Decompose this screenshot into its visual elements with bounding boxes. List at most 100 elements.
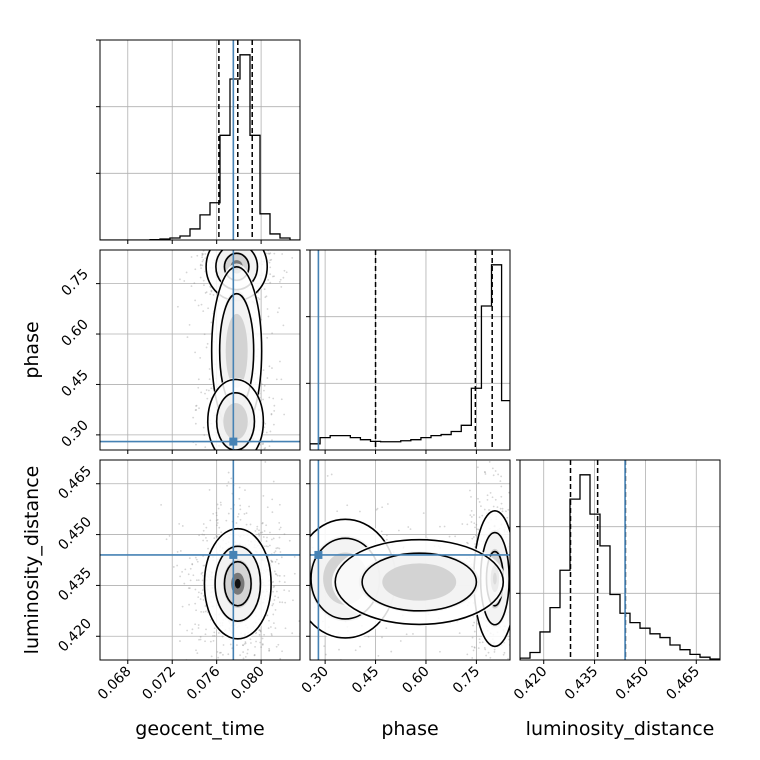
sample-point	[284, 627, 287, 630]
sample-point	[280, 286, 283, 288]
sample-point	[454, 535, 457, 538]
sample-point	[222, 222, 224, 224]
sample-point	[199, 638, 202, 641]
sample-point	[222, 245, 224, 247]
sample-point	[505, 510, 507, 513]
sample-point	[511, 575, 513, 577]
sample-point	[264, 461, 267, 463]
sample-point	[191, 632, 193, 635]
sample-point	[243, 232, 245, 234]
sample-point	[512, 602, 514, 604]
sample-point	[231, 241, 233, 243]
sample-point	[266, 614, 269, 617]
sample-point	[194, 602, 197, 605]
sample-point	[168, 535, 171, 537]
sample-point	[273, 570, 276, 573]
sample-point	[229, 461, 231, 463]
sample-point	[183, 280, 186, 282]
sample-point	[488, 461, 491, 463]
x-axis-label-luminosity-distance: luminosity_distance	[526, 718, 715, 740]
sample-point	[246, 648, 249, 651]
sample-point	[199, 237, 201, 239]
sample-point	[264, 447, 267, 449]
sample-point	[510, 681, 512, 683]
sample-point	[240, 472, 242, 474]
sample-point	[466, 653, 469, 656]
sample-point	[199, 276, 202, 279]
sample-point	[486, 494, 489, 497]
sample-point	[515, 510, 517, 512]
sample-point	[268, 619, 270, 622]
sample-point	[268, 544, 271, 547]
sample-point	[272, 590, 274, 593]
sample-point	[199, 598, 202, 600]
sample-point	[516, 498, 518, 500]
sample-point	[237, 241, 239, 243]
sample-point	[294, 493, 296, 495]
truth-marker	[229, 437, 238, 446]
panel-phase-phase	[306, 249, 511, 454]
sample-point	[259, 458, 261, 460]
sample-point	[276, 588, 278, 590]
x-tick-label: 0.465	[663, 664, 703, 704]
panel-phase-luminosity_distance: 0.30 0.45 0.60 0.75	[276, 459, 609, 697]
sample-point	[256, 237, 258, 239]
x-tick-label: 0.068	[95, 664, 135, 704]
sample-point	[510, 592, 512, 594]
sample-point	[495, 678, 497, 680]
sample-point	[201, 264, 204, 267]
sample-point	[186, 629, 189, 632]
sample-point	[607, 597, 609, 599]
sample-point	[474, 543, 477, 545]
sample-point	[236, 242, 238, 244]
sample-point	[291, 508, 293, 510]
sample-point	[485, 681, 487, 683]
sample-point	[176, 305, 179, 308]
sample-point	[258, 629, 261, 631]
sample-point	[484, 648, 487, 651]
sample-point	[503, 651, 506, 654]
sample-point	[514, 564, 516, 566]
sample-point	[203, 333, 206, 336]
panel-frame	[99, 249, 301, 451]
sample-point	[292, 599, 294, 602]
sample-point	[212, 512, 215, 515]
sample-point	[212, 469, 214, 471]
sample-point	[257, 532, 260, 535]
sample-point	[323, 645, 326, 647]
sample-point	[266, 536, 268, 539]
x-tick-label: 0.420	[511, 664, 551, 704]
sample-point	[217, 632, 220, 634]
sample-point	[227, 478, 229, 480]
sample-point	[283, 269, 286, 272]
sample-point	[206, 397, 209, 400]
sample-point	[279, 278, 282, 281]
sample-point	[204, 610, 207, 613]
sample-point	[493, 651, 496, 653]
sample-point	[203, 434, 206, 436]
sample-point	[201, 571, 204, 574]
sample-point	[262, 369, 265, 372]
sample-point	[191, 628, 194, 631]
sample-point	[222, 644, 225, 646]
sample-point	[197, 304, 200, 307]
sample-point	[227, 512, 230, 515]
sample-point	[375, 508, 378, 511]
sample-point	[473, 646, 476, 649]
sample-point	[207, 547, 209, 550]
sample-point	[255, 242, 257, 244]
sample-point	[244, 231, 246, 233]
sample-point	[291, 257, 294, 259]
sample-point	[261, 521, 264, 524]
sample-point	[265, 431, 268, 434]
sample-point	[258, 232, 260, 234]
x-tick-label: 0.45	[349, 664, 382, 697]
sample-point	[274, 595, 276, 598]
sample-point	[496, 506, 499, 509]
sample-point	[222, 242, 224, 244]
sample-point	[279, 551, 282, 553]
sample-point	[207, 389, 210, 392]
sample-point	[223, 238, 225, 240]
sample-point	[513, 611, 515, 613]
sample-point	[275, 558, 278, 561]
